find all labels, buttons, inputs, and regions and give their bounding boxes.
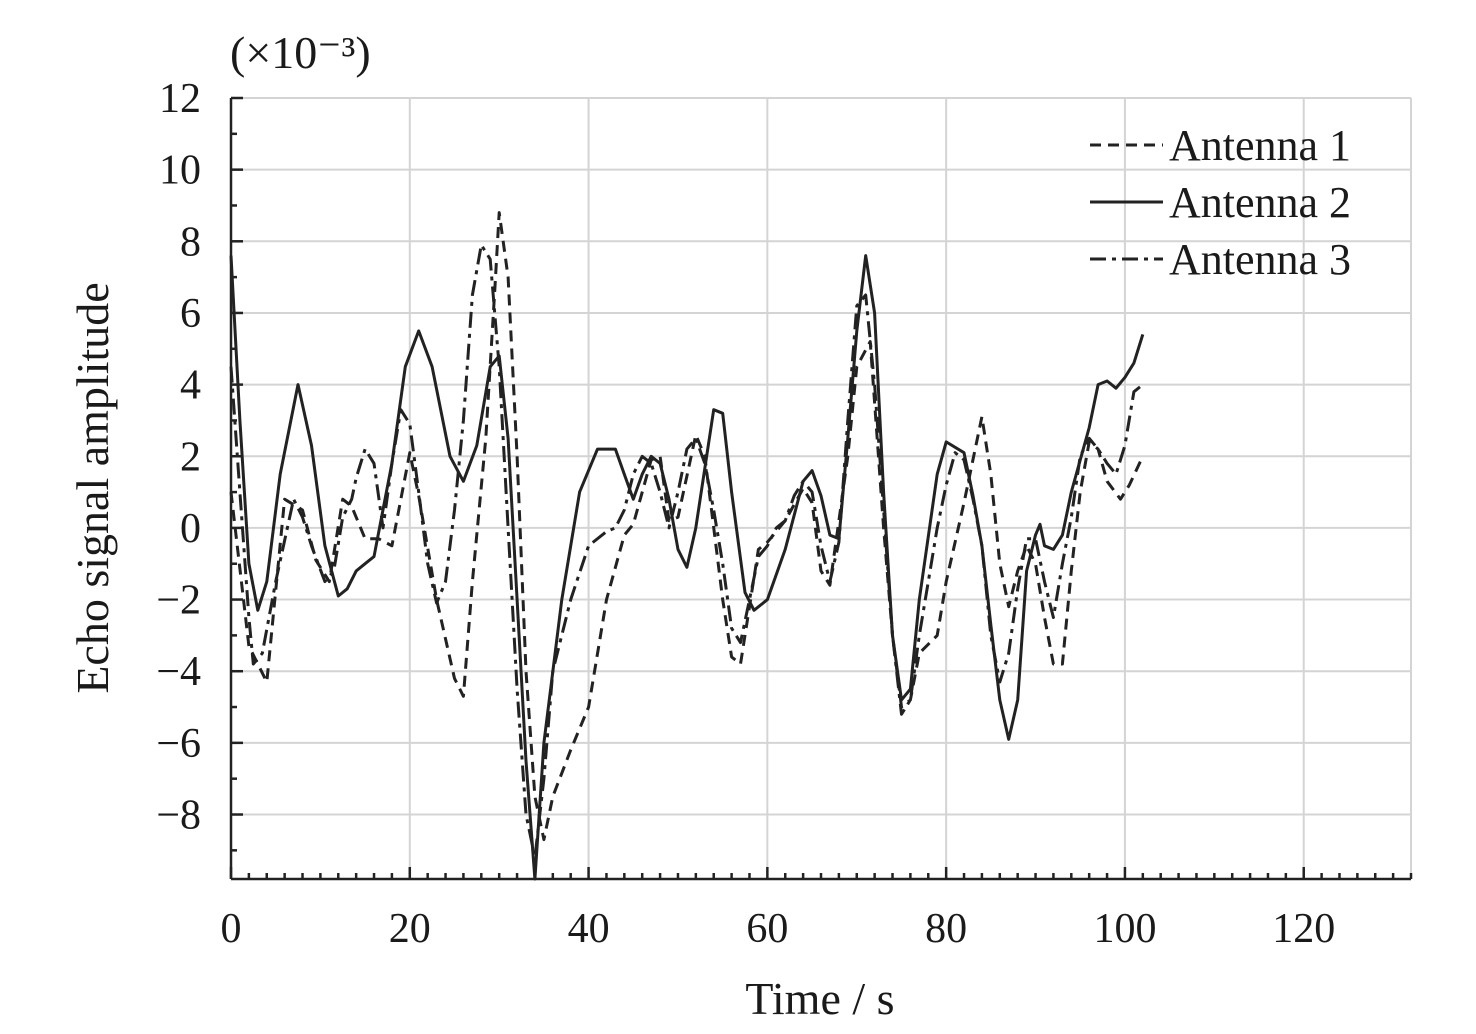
y-tick-label: −4 (156, 649, 201, 695)
x-tick-label: 120 (1272, 906, 1335, 952)
x-tick-label: 0 (221, 906, 242, 952)
y-tick-label: 2 (180, 434, 201, 480)
y-tick-label: −8 (156, 793, 201, 839)
y-tick-label: 4 (180, 363, 201, 409)
x-axis-title: Time / s (745, 973, 894, 1024)
axes (229, 96, 1413, 881)
y-tick-label: 6 (180, 291, 201, 337)
series-line-1 (229, 211, 1145, 842)
y-axis-title: Echo signal amplitude (67, 282, 118, 693)
legend-label-1: Antenna 1 (1169, 121, 1351, 170)
y-tick-label: 10 (159, 148, 201, 194)
y-tick-label: 0 (180, 506, 201, 552)
y-axis-multiplier: (×10⁻³) (230, 27, 371, 78)
x-tick-label: 100 (1093, 906, 1156, 952)
y-tick-label: 12 (159, 76, 201, 122)
legend-label-2: Antenna 2 (1169, 178, 1351, 227)
gridlines (231, 97, 1412, 879)
series-lines (229, 211, 1145, 881)
x-tick-label: 20 (389, 906, 431, 952)
series-line-3 (229, 243, 1144, 859)
y-tick-label: −6 (156, 721, 201, 767)
tick-labels: 0 20 40 60 80 100 120 −8 −6 −4 −2 0 2 4 6 8 10 12 (156, 76, 1335, 952)
x-tick-label: 80 (925, 906, 967, 952)
y-tick-label: 8 (180, 219, 201, 265)
y-tick-label: −2 (156, 578, 201, 624)
x-tick-label: 40 (568, 906, 610, 952)
series-line-2 (229, 254, 1145, 881)
x-tick-label: 60 (746, 906, 788, 952)
legend: Antenna 1 Antenna 2 Antenna 3 (1090, 121, 1351, 284)
legend-label-3: Antenna 3 (1169, 235, 1351, 284)
